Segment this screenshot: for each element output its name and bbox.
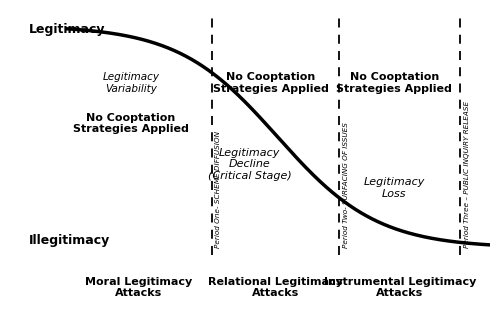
Text: Legitimacy
Loss: Legitimacy Loss <box>364 177 425 199</box>
Text: Legitimacy
Decline
(Critical Stage): Legitimacy Decline (Critical Stage) <box>208 148 292 181</box>
Text: No Cooptation
Strategies Applied: No Cooptation Strategies Applied <box>336 72 452 94</box>
Text: Legitimacy
Variability: Legitimacy Variability <box>102 72 160 94</box>
Text: Instrumental Legitimacy
Attacks: Instrumental Legitimacy Attacks <box>324 277 476 298</box>
Text: Illegitimacy: Illegitimacy <box>29 234 110 247</box>
Text: Moral Legitimacy
Attacks: Moral Legitimacy Attacks <box>84 277 192 298</box>
Text: Period One- SCHEME DIFFUSION: Period One- SCHEME DIFFUSION <box>215 131 221 248</box>
Text: Period Two- SURFACING OF ISSUES: Period Two- SURFACING OF ISSUES <box>342 122 348 248</box>
Text: No Cooptation
Strategies Applied: No Cooptation Strategies Applied <box>73 113 189 134</box>
Text: Relational Legitimacy
Attacks: Relational Legitimacy Attacks <box>208 277 343 298</box>
Text: Period Three – PUBLIC INQUIRY RELEASE: Period Three – PUBLIC INQUIRY RELEASE <box>464 101 469 248</box>
Text: No Cooptation
Strategies Applied: No Cooptation Strategies Applied <box>213 72 329 94</box>
Text: Legitimacy: Legitimacy <box>29 23 106 36</box>
